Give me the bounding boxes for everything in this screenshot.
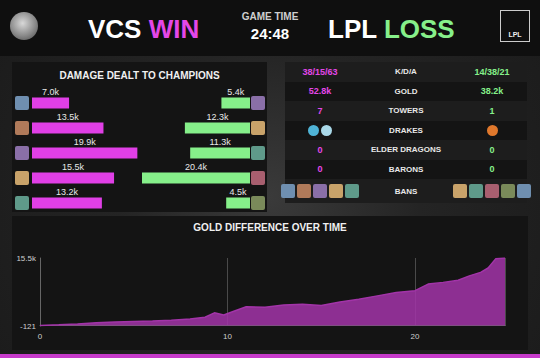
html-text:52.8k: 52.8k [308,86,332,97]
html-text:LPL LOSS: LPL LOSS [328,14,455,44]
svg-text:7.0k: 7.0k [42,87,60,97]
html-text:K/D/A: K/D/A [395,67,417,77]
html-text:GOLD DIFFERENCE OVER TIME: GOLD DIFFERENCE OVER TIME [193,222,347,233]
html-text:0: 0 [489,144,495,155]
html-text:DRAKES: DRAKES [389,125,423,135]
svg-text:15.5k: 15.5k [62,162,85,172]
svg-text:0: 0 [38,332,43,341]
svg-text:11.3k: 11.3k [209,137,231,147]
svg-text:5.4k: 5.4k [227,87,245,97]
html-text:0: 0 [317,144,323,155]
html-text:7: 7 [317,105,323,116]
html-text:38/15/63: 38/15/63 [302,66,338,77]
svg-text:15.5k: 15.5k [16,254,37,263]
html-text:BANS: BANS [394,186,418,196]
html-text:DAMAGE DEALT TO CHAMPIONS: DAMAGE DEALT TO CHAMPIONS [59,70,220,81]
html-text:TOWERS: TOWERS [388,106,424,116]
svg-text:19.9k: 19.9k [74,137,97,147]
svg-text:13.5k: 13.5k [57,112,80,122]
html-text:BARONS: BARONS [388,164,424,174]
svg-text:12.3k: 12.3k [206,112,229,122]
html-text:VCS WIN: VCS WIN [88,14,200,44]
html-text:1: 1 [489,105,495,116]
svg-text:20.4k: 20.4k [185,162,208,172]
html-text:GOLD: GOLD [394,86,418,96]
svg-text:13.2k: 13.2k [56,187,79,197]
svg-text:-121: -121 [20,322,37,331]
html-text:38.2k: 38.2k [480,86,504,97]
html-text:LPL: LPL [508,31,522,38]
svg-text:10: 10 [223,332,232,341]
svg-text:4.5k: 4.5k [230,187,248,197]
html-text:0: 0 [317,164,323,175]
html-text:ELDER DRAGONS: ELDER DRAGONS [370,145,442,155]
html-text:14/38/21: 14/38/21 [474,66,510,77]
html-text:GAME TIME: GAME TIME [241,11,299,22]
svg-text:20: 20 [411,332,420,341]
html-text:0: 0 [489,164,495,175]
html-text:24:48: 24:48 [250,25,290,42]
